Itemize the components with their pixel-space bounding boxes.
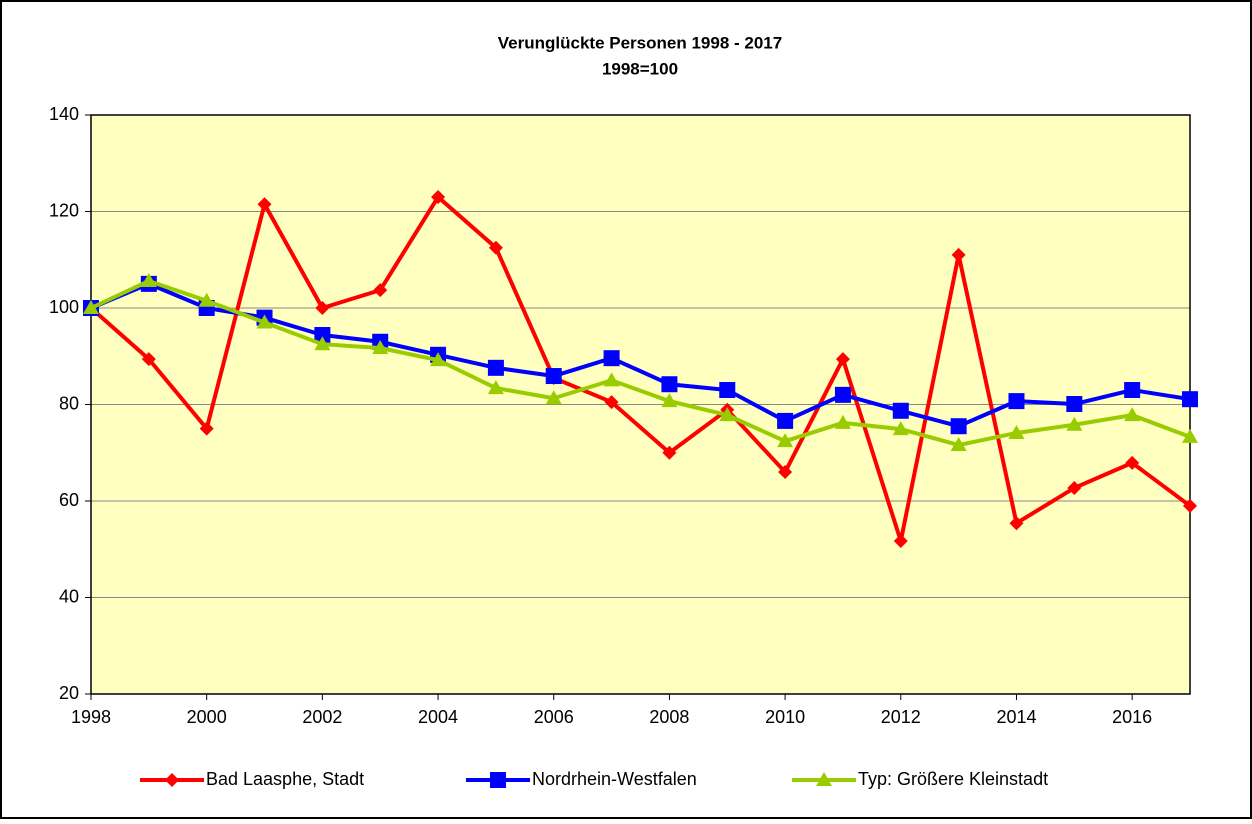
data-point	[1008, 424, 1025, 439]
legend-label: Nordrhein-Westfalen	[532, 769, 697, 789]
legend-label: Bad Laasphe, Stadt	[206, 769, 364, 789]
series-line	[89, 195, 1192, 544]
x-tick-label: 2008	[649, 707, 689, 727]
data-point	[1124, 407, 1141, 422]
legend-marker	[165, 773, 179, 787]
data-point	[141, 352, 156, 367]
data-point	[83, 300, 99, 314]
x-tick-label: 2002	[302, 707, 342, 727]
data-point	[604, 395, 619, 410]
data-point	[1009, 516, 1024, 531]
data-point	[1182, 428, 1198, 443]
data-point	[257, 197, 272, 212]
data-point	[603, 350, 620, 367]
data-point	[431, 190, 446, 205]
legend-marker	[816, 772, 832, 786]
legend-label: Typ: Größere Kleinstadt	[858, 769, 1048, 789]
series-line	[90, 278, 1191, 448]
y-tick-label: 60	[59, 490, 79, 510]
data-point	[314, 327, 331, 344]
x-tick-label: 2000	[187, 707, 227, 727]
chart-title: Verunglückte Personen 1998 - 2017	[498, 33, 782, 52]
data-point	[950, 437, 967, 452]
data-point	[835, 352, 850, 367]
data-point	[892, 402, 909, 419]
series-line	[90, 281, 1191, 429]
data-point	[950, 418, 967, 435]
data-point	[256, 314, 273, 329]
data-point	[777, 433, 794, 448]
x-tick-label: 2004	[418, 707, 458, 727]
data-point	[778, 465, 793, 480]
y-tick-label: 80	[59, 393, 79, 413]
data-point	[1183, 498, 1197, 513]
y-tick-label: 140	[49, 104, 79, 124]
data-point	[777, 412, 794, 429]
data-point	[661, 376, 678, 393]
data-point	[1066, 416, 1083, 431]
data-point	[1182, 391, 1198, 408]
data-point	[893, 534, 908, 549]
data-point	[719, 382, 736, 399]
data-point	[545, 368, 562, 385]
data-point	[1125, 455, 1140, 470]
data-point	[199, 421, 214, 436]
data-point	[719, 407, 736, 422]
x-tick-label: 2006	[534, 707, 574, 727]
data-point	[1124, 382, 1141, 399]
data-point	[1067, 480, 1082, 495]
data-point	[373, 283, 388, 298]
y-tick-label: 40	[59, 586, 79, 606]
data-point	[1008, 393, 1025, 410]
x-tick-label: 2010	[765, 707, 805, 727]
x-tick-label: 2016	[1112, 707, 1152, 727]
data-point	[834, 414, 851, 429]
data-point	[430, 352, 447, 367]
x-tick-label: 2014	[996, 707, 1036, 727]
x-tick-label: 1998	[71, 707, 111, 727]
y-tick-label: 20	[59, 683, 79, 703]
data-point	[834, 386, 851, 403]
data-point	[140, 272, 157, 287]
data-point	[603, 372, 620, 387]
x-tick-label: 2012	[881, 707, 921, 727]
data-point	[1066, 396, 1083, 413]
data-point	[661, 393, 678, 408]
data-point	[892, 421, 909, 436]
data-point	[198, 292, 215, 307]
data-point	[487, 359, 504, 376]
data-point	[315, 301, 330, 315]
y-tick-label: 100	[49, 297, 79, 317]
chart-subtitle: 1998=100	[602, 59, 678, 78]
data-point	[545, 390, 562, 405]
data-point	[487, 380, 504, 395]
data-point	[372, 340, 389, 355]
data-point	[488, 240, 503, 255]
y-tick-label: 120	[49, 200, 79, 220]
data-point	[951, 247, 966, 262]
legend-marker	[490, 772, 506, 788]
data-point	[314, 336, 331, 351]
data-point	[662, 445, 677, 460]
